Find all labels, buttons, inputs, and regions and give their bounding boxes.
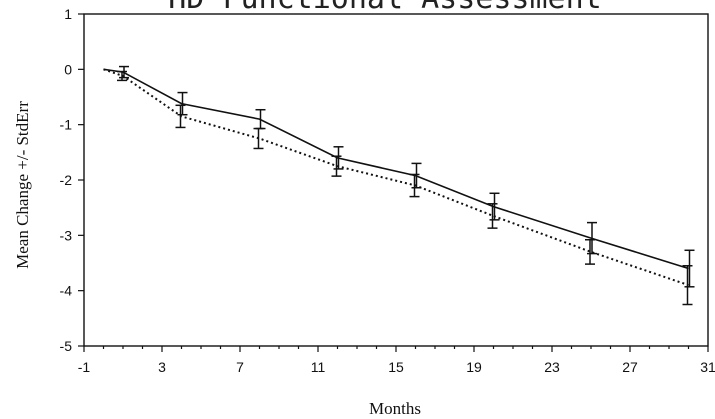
error-bar	[487, 203, 498, 229]
x-tick-label: 23	[544, 359, 560, 375]
error-bar	[175, 104, 186, 129]
y-tick-label: 1	[64, 6, 72, 22]
series-group	[103, 65, 695, 306]
error-bar	[177, 91, 188, 116]
error-bar	[333, 146, 344, 170]
series-line	[103, 68, 689, 270]
x-tick-label: 15	[388, 359, 404, 375]
x-tick-label: 7	[236, 359, 244, 375]
error-bar	[117, 70, 127, 82]
error-bar	[682, 265, 693, 306]
y-tick-label: 0	[64, 61, 72, 77]
x-tick-label: 27	[622, 359, 638, 375]
chart-title: HD Functional Assessment	[168, 0, 601, 16]
y-tick-label: -1	[60, 117, 73, 133]
y-tick-label: -3	[60, 227, 73, 243]
error-bar	[409, 173, 420, 198]
y-tick-label: -4	[60, 283, 73, 299]
y-axis-label: Mean Change +/- StdErr	[13, 101, 32, 269]
x-tick-label: 19	[466, 359, 482, 375]
y-tick-label: -2	[60, 172, 73, 188]
x-axis-label: Months	[369, 399, 421, 418]
x-tick-label: 11	[311, 359, 326, 375]
error-bar	[585, 239, 595, 265]
x-tick-label: 3	[158, 359, 166, 375]
error-bar	[253, 127, 264, 150]
x-tick-label: -1	[78, 359, 91, 375]
error-bar	[587, 221, 597, 255]
y-tick-label: -5	[60, 338, 73, 354]
series-line	[103, 68, 689, 287]
x-tick-label: 31	[700, 359, 715, 375]
x-axis: -1 3 7 11 15 19 23 27 31	[78, 346, 715, 375]
y-axis: 1 0 -1 -2 -3 -4 -5	[60, 6, 84, 354]
series-1	[103, 65, 695, 288]
error-bar	[684, 249, 695, 288]
series-2	[103, 68, 693, 306]
error-bar	[331, 155, 342, 177]
